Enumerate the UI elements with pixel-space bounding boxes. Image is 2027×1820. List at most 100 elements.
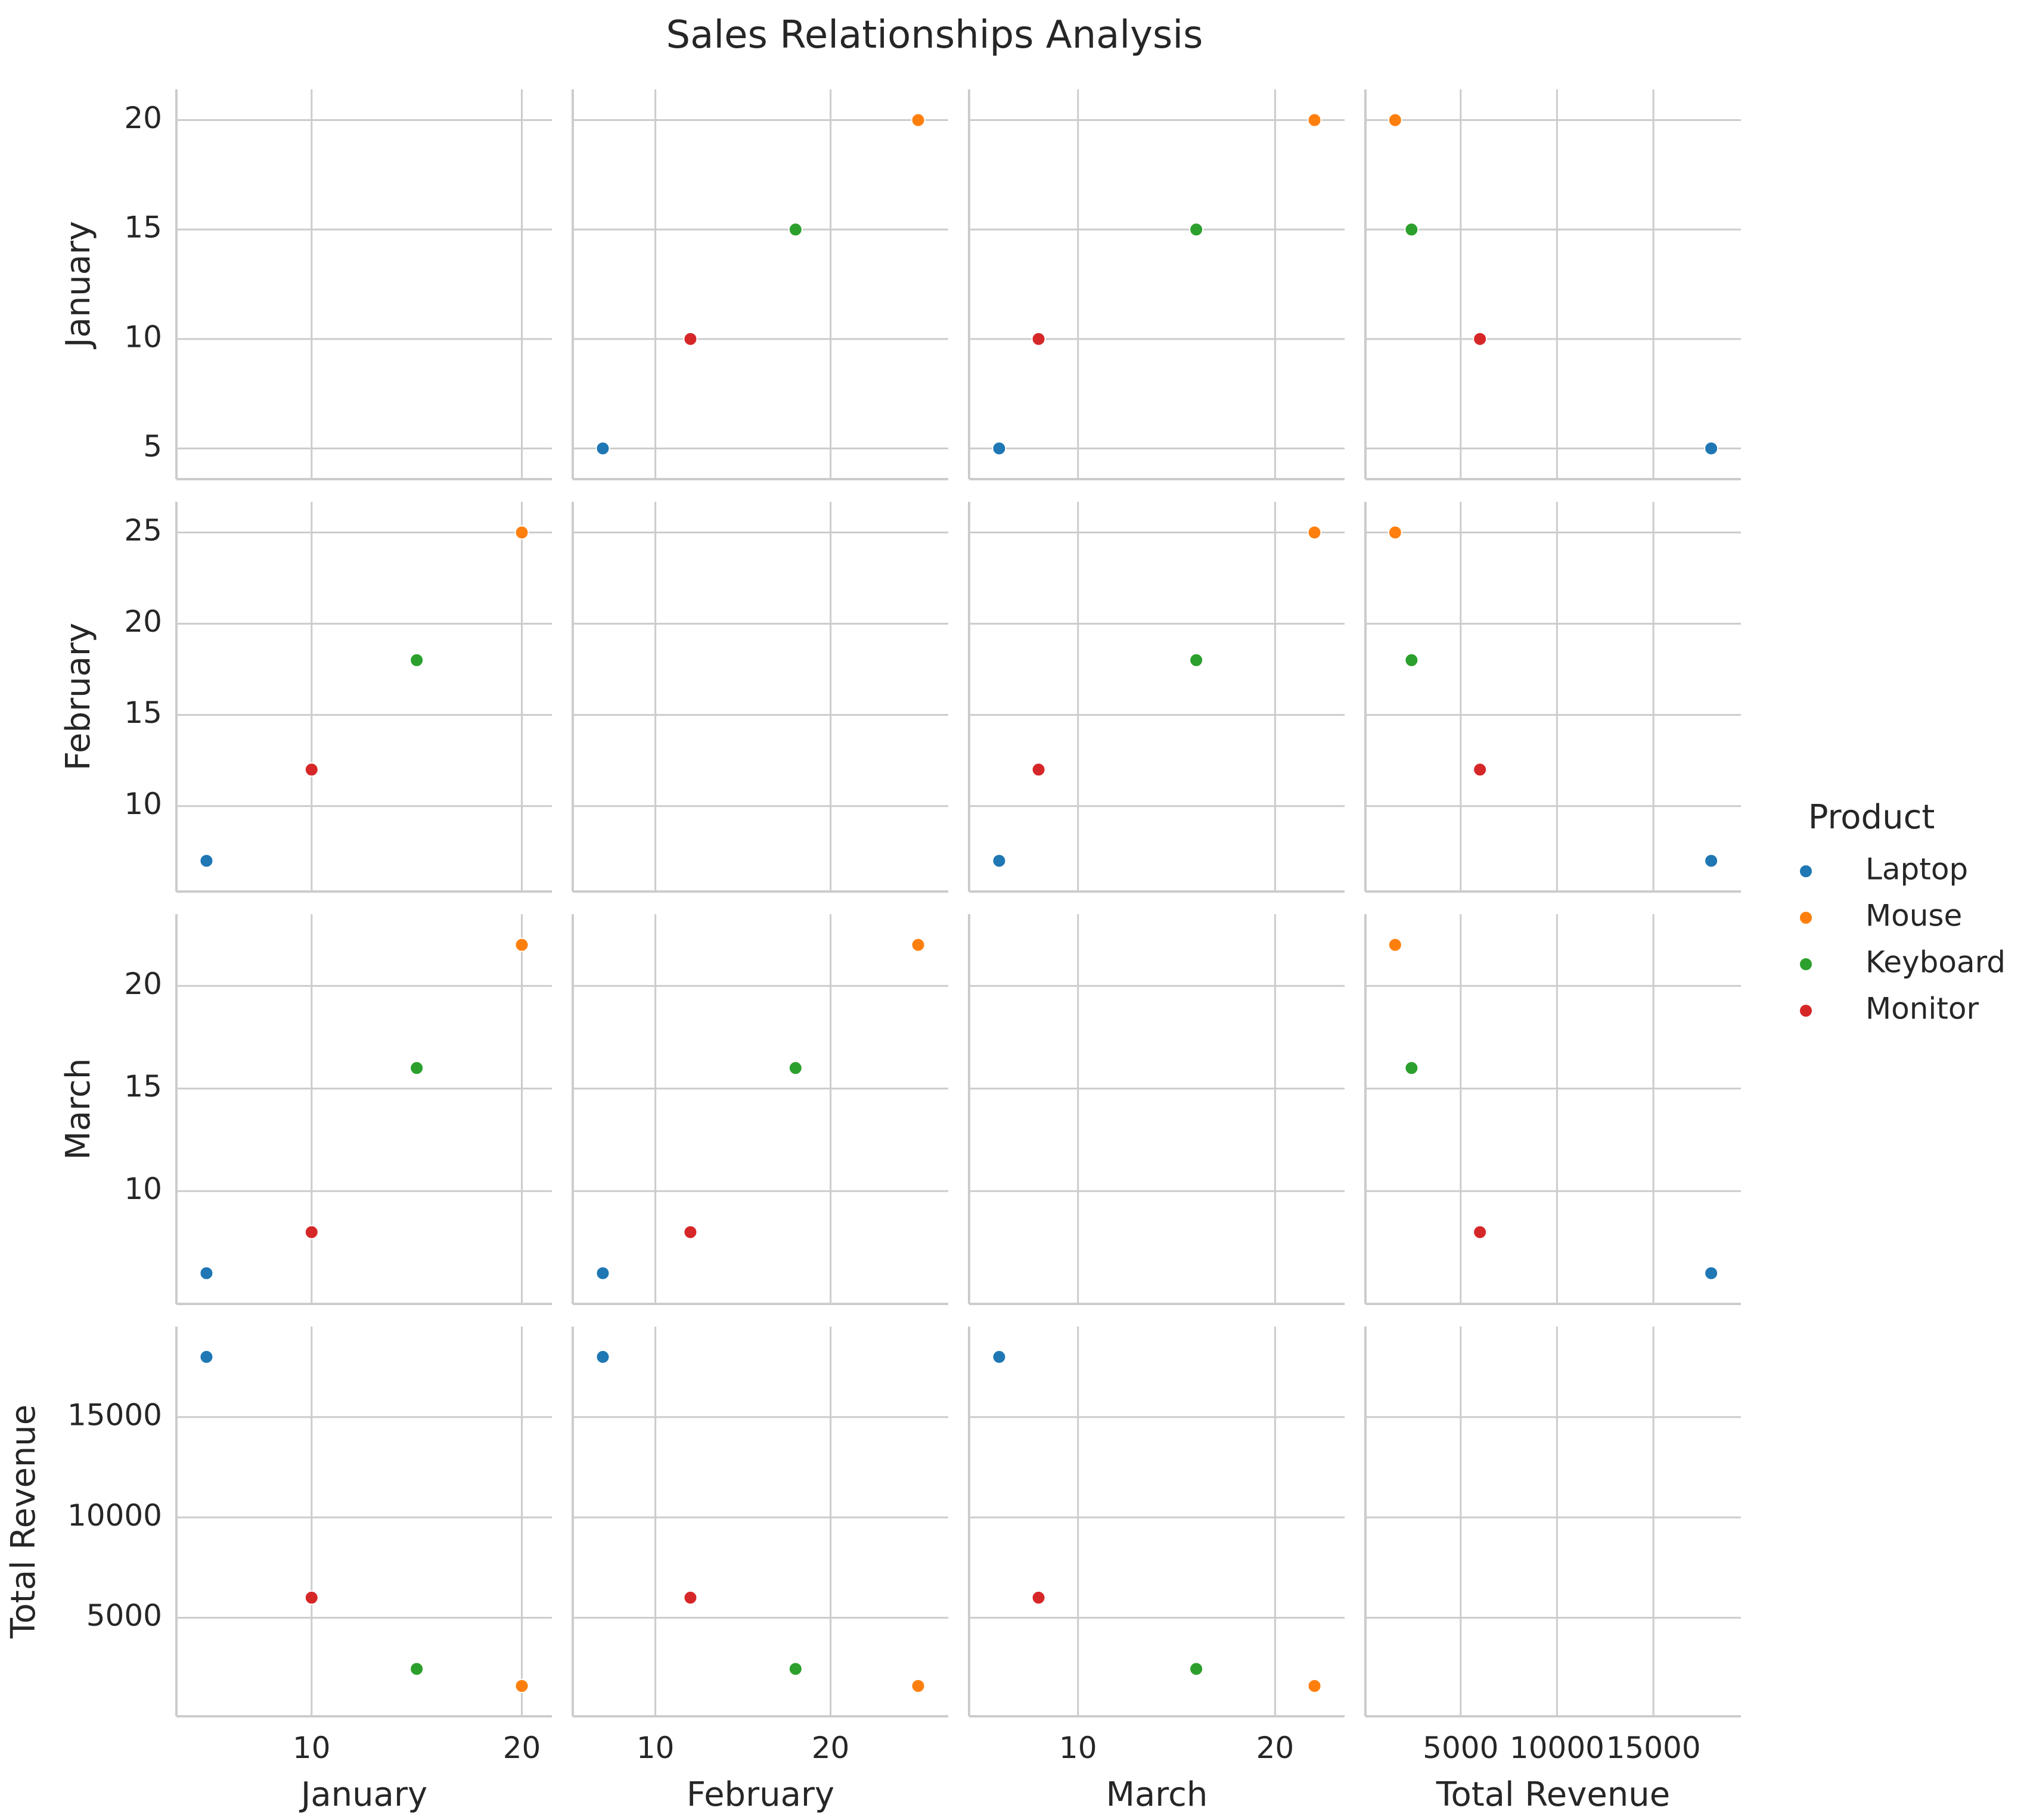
point-laptop xyxy=(1704,1266,1719,1281)
x-tick-label: 5000 xyxy=(1423,1731,1498,1765)
point-monitor xyxy=(1473,1225,1488,1240)
point-mouse xyxy=(1387,113,1402,128)
panel-february-vs-february xyxy=(572,502,948,893)
point-laptop xyxy=(595,1266,610,1281)
x-tick-label: 10 xyxy=(293,1731,331,1765)
legend-item-mouse: Mouse xyxy=(1799,899,1962,933)
legend-marker-keyboard xyxy=(1799,957,1813,971)
legend-label-keyboard: Keyboard xyxy=(1865,945,2006,980)
point-keyboard xyxy=(1189,222,1204,237)
point-laptop xyxy=(199,853,214,868)
panel-february-vs-march xyxy=(968,502,1345,893)
y-tick-label: 10 xyxy=(124,787,162,821)
point-laptop xyxy=(199,1266,214,1281)
y-axis-label-march: March xyxy=(59,1058,98,1160)
y-tick-label: 10 xyxy=(124,1172,162,1206)
point-monitor xyxy=(304,1590,319,1605)
x-tick-label: 10 xyxy=(637,1731,675,1765)
legend-items: Laptop Mouse Keyboard Monitor xyxy=(1799,852,2006,1026)
panel-total-revenue-vs-february: 10 20 xyxy=(572,1327,948,1765)
point-keyboard xyxy=(409,1661,424,1676)
panel-total-revenue-vs-total-revenue: 5000 10000 15000 xyxy=(1364,1327,1741,1765)
x-tick-label: 10000 xyxy=(1510,1731,1604,1765)
y-tick-label: 5000 xyxy=(86,1598,162,1633)
point-monitor xyxy=(1031,331,1046,346)
legend-item-laptop: Laptop xyxy=(1799,852,1968,887)
point-mouse xyxy=(514,525,529,540)
panel-january-vs-total-revenue xyxy=(1364,89,1741,480)
x-tick-label: 15000 xyxy=(1606,1731,1701,1765)
point-mouse xyxy=(1387,937,1402,952)
point-mouse xyxy=(911,937,926,952)
legend-item-keyboard: Keyboard xyxy=(1799,945,2006,980)
legend-title: Product xyxy=(1808,798,1935,837)
point-laptop xyxy=(992,441,1007,456)
point-laptop xyxy=(992,853,1007,868)
point-laptop xyxy=(199,1349,214,1364)
legend-item-monitor: Monitor xyxy=(1799,992,1979,1026)
x-tick-label: 20 xyxy=(503,1731,541,1765)
point-keyboard xyxy=(788,222,803,237)
x-axis-label-total-revenue: Total Revenue xyxy=(1436,1775,1670,1814)
panel-march-vs-january: 10 15 20 xyxy=(124,914,552,1305)
panel-january-vs-january: 5 10 15 20 xyxy=(124,89,552,480)
point-mouse xyxy=(1307,525,1322,540)
point-monitor xyxy=(1473,762,1488,777)
y-tick-label: 20 xyxy=(124,967,162,1001)
point-laptop xyxy=(595,1349,610,1364)
point-mouse xyxy=(911,1679,926,1694)
point-keyboard xyxy=(1189,653,1204,667)
x-tick-label: 20 xyxy=(812,1731,850,1765)
y-tick-label: 15 xyxy=(124,210,162,245)
point-monitor xyxy=(1473,331,1488,346)
point-laptop xyxy=(1704,853,1719,868)
point-keyboard xyxy=(1404,222,1419,237)
point-laptop xyxy=(595,441,610,456)
legend-label-mouse: Mouse xyxy=(1865,899,1962,933)
point-mouse xyxy=(514,937,529,952)
panel-january-vs-february xyxy=(572,89,948,480)
panel-january-vs-march xyxy=(968,89,1345,480)
legend: Product Laptop Mouse Keyboard Monitor xyxy=(1799,798,2006,1026)
y-tick-label: 15 xyxy=(124,695,162,730)
point-keyboard xyxy=(788,1661,803,1676)
point-mouse xyxy=(911,113,926,128)
legend-marker-laptop xyxy=(1799,864,1813,878)
panel-total-revenue-vs-march: 10 20 xyxy=(968,1327,1345,1765)
legend-marker-mouse xyxy=(1799,911,1813,925)
x-tick-label: 10 xyxy=(1059,1731,1097,1765)
legend-label-monitor: Monitor xyxy=(1865,992,1979,1026)
panel-march-vs-march xyxy=(968,914,1345,1305)
panel-february-vs-total-revenue xyxy=(1364,502,1741,893)
x-tick-label: 20 xyxy=(1256,1731,1295,1765)
point-keyboard xyxy=(788,1061,803,1076)
point-keyboard xyxy=(409,1061,424,1076)
point-keyboard xyxy=(1404,653,1419,667)
panel-march-vs-february xyxy=(572,914,948,1305)
point-monitor xyxy=(304,762,319,777)
point-keyboard xyxy=(1189,1661,1204,1676)
point-mouse xyxy=(1307,113,1322,128)
x-axis-label-february: February xyxy=(687,1775,834,1814)
point-keyboard xyxy=(409,653,424,667)
x-axis-label-march: March xyxy=(1106,1775,1208,1814)
panel-total-revenue-vs-january: 5000 10000 15000 10 20 xyxy=(67,1327,552,1765)
y-tick-label: 20 xyxy=(124,604,162,639)
panel-february-vs-january: 10 15 20 25 xyxy=(124,502,552,893)
point-laptop xyxy=(992,1349,1007,1364)
point-monitor xyxy=(1031,762,1046,777)
point-mouse xyxy=(514,1679,529,1694)
point-mouse xyxy=(1387,525,1402,540)
point-monitor xyxy=(683,1590,698,1605)
y-tick-label: 15000 xyxy=(67,1397,162,1432)
y-tick-label: 15 xyxy=(124,1069,162,1104)
chart-title: Sales Relationships Analysis xyxy=(666,13,1203,57)
y-tick-label: 10 xyxy=(124,319,162,354)
y-axis-label-february: February xyxy=(59,623,98,771)
point-monitor xyxy=(683,331,698,346)
legend-marker-monitor xyxy=(1799,1004,1813,1018)
point-monitor xyxy=(304,1225,319,1240)
y-axis-label-total-revenue: Total Revenue xyxy=(4,1405,43,1639)
panel-march-vs-total-revenue xyxy=(1364,914,1741,1305)
